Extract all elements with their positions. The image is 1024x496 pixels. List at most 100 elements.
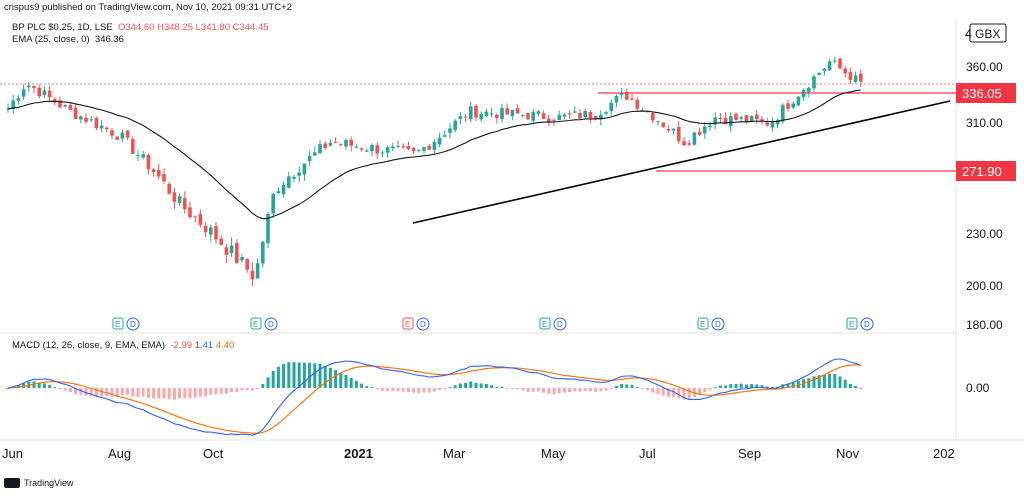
candle-body — [843, 68, 847, 74]
macd-hist-bar — [375, 388, 379, 390]
macd-hist-bar — [110, 388, 114, 397]
dividend-marker-label: D — [420, 320, 426, 329]
macd-hist-bar — [484, 384, 488, 388]
time-tick-label: Mar — [443, 446, 466, 461]
macd-hist-bar — [22, 383, 26, 388]
candle-body — [302, 163, 307, 175]
macd-hist-bar — [672, 388, 676, 397]
candle-body — [411, 147, 416, 152]
candle-body — [183, 198, 187, 210]
macd-hist-bar — [729, 384, 733, 388]
macd-hist-bar — [162, 388, 166, 399]
candle-body — [781, 105, 785, 122]
macd-hist-bar — [417, 388, 421, 393]
candle-body — [557, 114, 561, 121]
macd-hist-bar — [157, 388, 161, 399]
macd-hist-bar — [734, 384, 738, 388]
candle-body — [68, 104, 73, 110]
macd-hist-bar — [859, 388, 863, 389]
candle-body — [713, 117, 717, 125]
candle-body — [198, 214, 203, 225]
macd-hist-bar — [833, 373, 837, 388]
candle-body — [125, 130, 130, 138]
candle-body — [396, 146, 400, 148]
macd-hist-bar — [32, 381, 36, 388]
price-level-tag — [956, 161, 1016, 181]
macd-hist-bar — [510, 388, 514, 389]
candle-body — [177, 196, 182, 204]
macd-hist-bar — [152, 388, 156, 399]
currency-label: GBX — [975, 27, 1000, 41]
candle-body — [188, 207, 192, 217]
candle-body — [838, 58, 842, 69]
candle-body — [458, 116, 463, 119]
macd-hist-bar — [89, 388, 93, 396]
earnings-marker — [697, 317, 709, 330]
macd-hist-bar — [677, 388, 681, 399]
candle-body — [848, 72, 853, 81]
macd-hist-bar — [594, 388, 598, 392]
candle-body — [656, 121, 660, 123]
price-tick-label: 360.00 — [966, 60, 1003, 74]
dividend-marker — [264, 317, 278, 331]
candle-body — [484, 111, 489, 116]
macd-hist-bar — [323, 366, 327, 388]
macd-hist-bar — [578, 388, 582, 392]
time-tick-label: 2021 — [344, 446, 373, 461]
dividend-marker — [553, 317, 567, 331]
macd-hist-bar — [505, 388, 509, 389]
time-tick-label: Aug — [108, 446, 131, 461]
macd-hist-bar — [172, 388, 176, 400]
candle-body — [521, 115, 525, 117]
candle-body — [578, 113, 582, 119]
candle-body — [786, 103, 790, 109]
candle-body — [567, 113, 572, 115]
candle-body — [599, 114, 603, 120]
candle-body — [474, 105, 478, 118]
macd-hist-bar — [817, 375, 821, 388]
macd-hist-bar — [297, 362, 301, 388]
candle-body — [157, 169, 161, 177]
macd-hist-bar — [188, 388, 192, 399]
candle-body — [692, 132, 697, 145]
macd-hist-bar — [557, 388, 561, 394]
macd-hist-bar — [531, 388, 535, 392]
macd-hist-bar — [167, 388, 171, 400]
macd-hist-bar — [599, 388, 603, 392]
tradingview-logo-icon — [4, 478, 20, 488]
earnings-marker-label: E — [542, 320, 547, 329]
candle-body — [370, 145, 374, 152]
time-tick-label: Nov — [836, 446, 860, 461]
candle-body — [245, 258, 249, 270]
macd-hist-bar — [661, 388, 665, 396]
candle-body — [318, 144, 322, 154]
macd-hist-bar — [292, 362, 296, 388]
macd-hist-bar — [365, 386, 369, 388]
macd-hist-bar — [115, 388, 119, 397]
candle-body — [313, 152, 317, 156]
macd-hist-bar — [146, 388, 150, 398]
candle-body — [105, 127, 109, 130]
macd-signal-line — [7, 364, 861, 434]
candle-body — [219, 238, 223, 245]
candle-body — [224, 247, 229, 255]
macd-hist-bar — [640, 388, 644, 389]
footer: TradingView — [4, 478, 74, 488]
macd-hist-bar — [770, 386, 774, 388]
candle-body — [6, 108, 10, 110]
candle-body — [489, 113, 494, 115]
candle-body — [292, 176, 296, 179]
macd-hist-bar — [120, 388, 124, 396]
candle-body — [131, 139, 135, 154]
candle-body — [110, 130, 114, 136]
candle-body — [614, 96, 619, 103]
symbol-label: BP PLC $0.25, 1D, LSE — [12, 22, 113, 33]
macd-hist-bar — [16, 385, 20, 388]
macd-hist-bar — [37, 383, 41, 388]
macd-legend: MACD (12, 26, close, 9, EMA, EMA) -2.99 … — [12, 340, 234, 351]
macd-hist-bar — [854, 385, 858, 388]
macd-hist-bar — [183, 388, 187, 399]
candle-body — [151, 169, 156, 173]
macd-hist-bar — [812, 376, 816, 388]
